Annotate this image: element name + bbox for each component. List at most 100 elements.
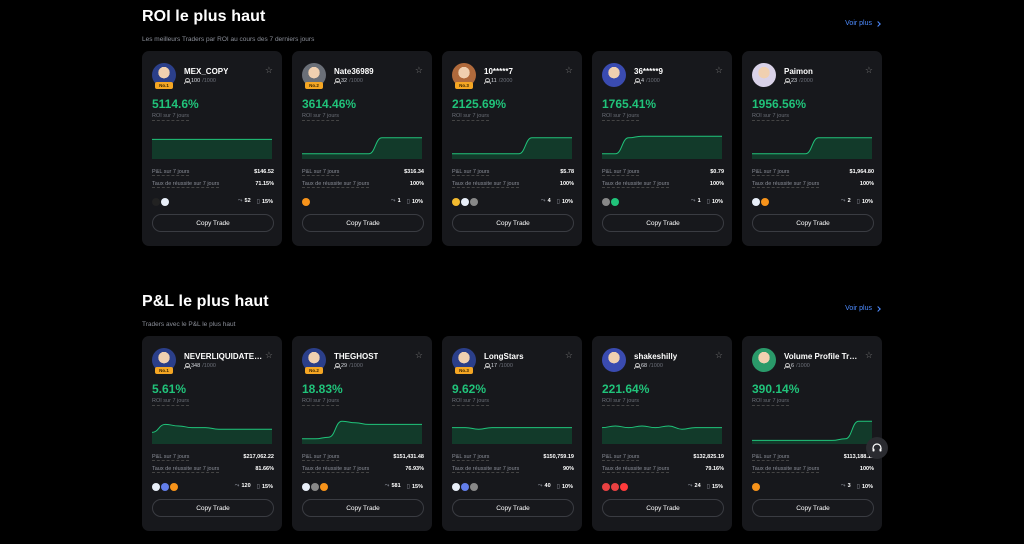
star-icon[interactable]: ☆ (564, 350, 573, 360)
star-icon[interactable]: ☆ (864, 65, 873, 75)
trader-name[interactable]: 10*****7 (484, 67, 513, 76)
win-rate-row: Taux de réussite sur 7 jours 90% (452, 466, 574, 473)
sparkline-line (302, 420, 422, 440)
share-icon: ▯ (256, 484, 260, 490)
pnl-row: P&L sur 7 jours $1,964.80 (752, 169, 874, 176)
copy-trade-button[interactable]: Copy Trade (602, 499, 724, 517)
trader-name[interactable]: THEGHOST (334, 352, 379, 361)
pnl-value: $316.34 (404, 169, 424, 175)
roi-value: 18.83% (302, 382, 343, 396)
win-rate-label: Taux de réussite sur 7 jours (452, 466, 520, 473)
star-icon[interactable]: ☆ (714, 65, 723, 75)
section-title: ROI le plus haut (142, 8, 266, 25)
avatar (602, 63, 626, 87)
trader-card[interactable]: No.3 10*****7 11/2000 ☆ 2125.69% ROI sur… (442, 51, 582, 246)
roi-value: 221.64% (602, 382, 650, 396)
win-rate-value: 100% (409, 181, 424, 187)
see-more-link[interactable]: Voir plus (845, 305, 881, 312)
trader-name[interactable]: LongStars (484, 352, 524, 361)
star-icon[interactable]: ☆ (414, 350, 423, 360)
avatar: No.1 (152, 348, 176, 374)
copy-trade-button[interactable]: Copy Trade (602, 214, 724, 232)
see-more-link[interactable]: Voir plus (845, 20, 881, 27)
rank-badge: No.2 (305, 367, 323, 374)
win-rate-label: Taux de réussite sur 7 jours (452, 181, 520, 188)
copy-trade-button[interactable]: Copy Trade (452, 499, 574, 517)
sparkline-area (452, 137, 572, 159)
sparkline-area (152, 139, 272, 159)
coin-list (452, 483, 478, 491)
trader-name[interactable]: Volume Profile Tr… (784, 352, 858, 361)
star-icon[interactable]: ☆ (414, 65, 423, 75)
win-rate-value: 71.15% (255, 181, 274, 187)
trader-name[interactable]: Paimon (784, 67, 813, 76)
trader-name[interactable]: shakeshilly (634, 352, 678, 361)
rank-badge: No.2 (305, 82, 323, 89)
avatar: No.1 (152, 63, 176, 89)
coin-list (302, 198, 310, 206)
trader-card[interactable]: No.2 Nate36989 32/1000 ☆ 3614.46% ROI su… (292, 51, 432, 246)
trader-name[interactable]: Nate36989 (334, 67, 374, 76)
pnl-row: P&L sur 7 jours $0.79 (602, 169, 724, 176)
share-icon: ▯ (856, 484, 860, 490)
pnl-row: P&L sur 7 jours $217,062.22 (152, 454, 274, 461)
coin-icon (302, 198, 310, 206)
user-icon (634, 78, 641, 84)
sparkline-area (602, 136, 722, 159)
trader-card[interactable]: No.2 THEGHOST 29/1000 ☆ 18.83% ROI sur 7… (292, 336, 432, 531)
trader-name[interactable]: NEVERLIQUIDATE… (184, 352, 263, 361)
trader-card[interactable]: shakeshilly 68/1000 ☆ 221.64% ROI sur 7 … (592, 336, 732, 531)
share-icon: ▯ (856, 199, 860, 205)
copy-trade-button[interactable]: Copy Trade (152, 214, 274, 232)
star-icon[interactable]: ☆ (714, 350, 723, 360)
coin-icon (752, 483, 760, 491)
copiers-icon: ⤳ (687, 483, 693, 489)
pnl-row: P&L sur 7 jours $316.34 (302, 169, 424, 176)
coin-icon (611, 198, 619, 206)
trader-card[interactable]: No.1 MEX_COPY 100/1000 ☆ 5114.6% ROI sur… (142, 51, 282, 246)
copy-trade-button[interactable]: Copy Trade (752, 214, 874, 232)
headset-icon[interactable] (866, 437, 888, 459)
trader-name[interactable]: 36*****9 (634, 67, 663, 76)
pnl-label: P&L sur 7 jours (152, 454, 190, 461)
roi-cards: No.1 MEX_COPY 100/1000 ☆ 5114.6% ROI sur… (142, 51, 882, 246)
trader-card[interactable]: No.3 LongStars 17/1000 ☆ 9.62% ROI sur 7… (442, 336, 582, 531)
user-icon (484, 363, 491, 369)
coin-icon (320, 483, 328, 491)
trader-card[interactable]: Volume Profile Tr… 6/1000 ☆ 390.14% ROI … (742, 336, 882, 531)
followers-count: 4/1000 (634, 78, 660, 84)
pnl-label: P&L sur 7 jours (752, 454, 790, 461)
trader-card[interactable]: Paimon 23/2000 ☆ 1956.56% ROI sur 7 jour… (742, 51, 882, 246)
copiers-icon: ⤳ (537, 483, 543, 489)
pnl-value: $113,188.15 (843, 454, 874, 460)
roi-sparkline (302, 137, 422, 159)
star-icon[interactable]: ☆ (264, 65, 273, 75)
share-icon: ▯ (556, 199, 560, 205)
user-icon (334, 78, 341, 84)
roi-value: 1956.56% (752, 97, 807, 111)
roi-sparkline (602, 425, 722, 444)
trader-card[interactable]: No.1 NEVERLIQUIDATE… 348/1000 ☆ 5.61% RO… (142, 336, 282, 531)
star-icon[interactable]: ☆ (264, 350, 273, 360)
roi-label: ROI sur 7 jours (302, 113, 339, 121)
win-rate-row: Taux de réussite sur 7 jours 76.93% (302, 466, 424, 473)
copy-trade-button[interactable]: Copy Trade (152, 499, 274, 517)
win-rate-label: Taux de réussite sur 7 jours (152, 181, 220, 188)
trader-card[interactable]: 36*****9 4/1000 ☆ 1765.41% ROI sur 7 jou… (592, 51, 732, 246)
sparkline-line (452, 137, 572, 155)
chevron-right-icon (875, 305, 881, 312)
roi-value: 1765.41% (602, 97, 657, 111)
copy-trade-button[interactable]: Copy Trade (302, 214, 424, 232)
trader-name[interactable]: MEX_COPY (184, 67, 229, 76)
star-icon[interactable]: ☆ (564, 65, 573, 75)
copy-trade-button[interactable]: Copy Trade (302, 499, 424, 517)
roi-sparkline (452, 427, 572, 444)
copiers-icon: ⤳ (237, 198, 243, 204)
pnl-label: P&L sur 7 jours (602, 169, 640, 176)
copy-trade-button[interactable]: Copy Trade (752, 499, 874, 517)
user-icon (784, 78, 791, 84)
copy-trade-button[interactable]: Copy Trade (452, 214, 574, 232)
copy-stats: ⤳ 3 ▯ 10% (840, 483, 873, 490)
share-icon: ▯ (556, 484, 560, 490)
star-icon[interactable]: ☆ (864, 350, 873, 360)
